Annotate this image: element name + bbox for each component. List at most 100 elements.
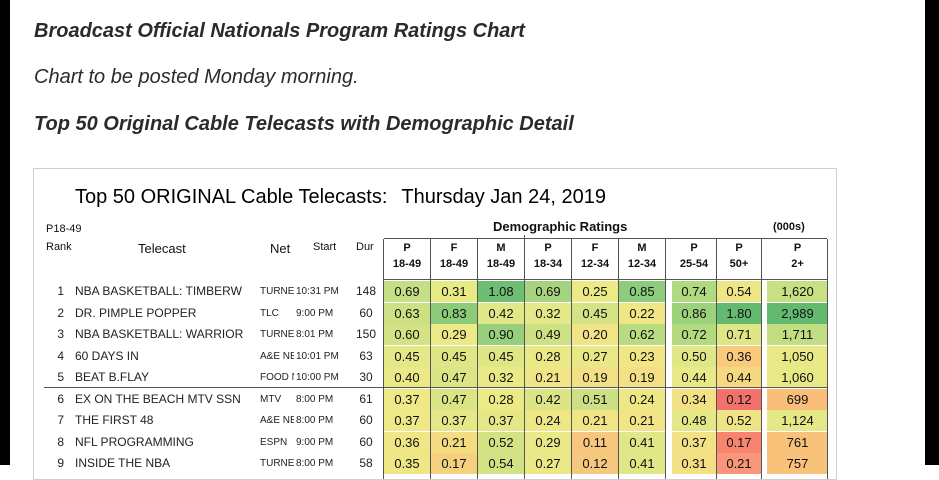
rank-cell: 4 bbox=[57, 348, 64, 363]
chart-title-main: Top 50 ORIGINAL Cable Telecasts: bbox=[75, 186, 388, 208]
column-header-1: P 18-49 bbox=[384, 240, 430, 272]
start-cell: 10:01 PM bbox=[296, 350, 339, 362]
rating-cell: 0.74 bbox=[672, 281, 716, 302]
grid-divider bbox=[618, 239, 619, 479]
rating-cell: 0.21 bbox=[431, 431, 477, 453]
grid-divider bbox=[524, 235, 525, 239]
grid-divider bbox=[827, 239, 828, 479]
table-row[interactable]: 5 BEAT B.FLAY FOOD N10:00 PM 30 0.400.470.32… bbox=[34, 367, 836, 388]
column-header-top: P bbox=[735, 242, 743, 254]
rating-cell: 0.32 bbox=[478, 367, 524, 388]
rating-cell: 1,050 bbox=[767, 345, 828, 367]
telecast-cell: INSIDE THE NBA bbox=[75, 456, 171, 470]
rating-cell: 2,989 bbox=[767, 302, 828, 324]
table-row[interactable]: 4 60 DAYS IN A&E NE 10:01 PM 63 0.45 0.45 0.45 0… bbox=[34, 345, 836, 367]
rating-cell: 1,620 bbox=[767, 281, 828, 302]
duration-cell: 60 bbox=[359, 413, 373, 427]
rating-cell: 0.32 bbox=[525, 302, 571, 324]
net-cell: TURNER bbox=[260, 329, 294, 340]
rating-cell: 0.54 bbox=[717, 281, 761, 302]
rating-cell: 0.31 bbox=[431, 281, 477, 302]
rating-cell: 0.21 bbox=[525, 367, 571, 388]
table-row[interactable]: 2 DR. PIMPLE POPPER TLC 9:00 PM 60 0.63 0.83 0.… bbox=[34, 302, 836, 324]
rating-cell: 0.29 bbox=[431, 324, 477, 345]
table-row[interactable]: 8 NFL PROGRAMMING ESPN 9:00 PM 60 0.36 0.21 0.5… bbox=[34, 431, 836, 453]
column-header-top: P bbox=[544, 242, 552, 254]
column-header-bottom: 2+ bbox=[791, 258, 804, 270]
rating-cell: 0.34 bbox=[672, 388, 716, 410]
net-cell: FOOD N bbox=[260, 372, 294, 383]
rating-cell: 0.41 bbox=[619, 453, 665, 474]
rating-cell: 0.24 bbox=[619, 388, 665, 410]
rating-cell: 0.29 bbox=[525, 431, 571, 453]
duration-cell: 60 bbox=[359, 434, 373, 449]
column-header-bottom: 12-34 bbox=[627, 258, 657, 270]
rating-cell: 0.17 bbox=[717, 431, 761, 453]
chart-title-date: Thursday Jan 24, 2019 bbox=[401, 186, 606, 208]
duration-cell: 60 bbox=[359, 305, 373, 320]
rating-cell: 0.37 bbox=[384, 410, 430, 431]
rating-cell: 0.45 bbox=[572, 302, 618, 324]
rating-cell: 0.83 bbox=[431, 302, 477, 324]
duration-cell: 150 bbox=[355, 327, 377, 341]
table-row[interactable]: 6 EX ON THE BEACH MTV SSN MTV 8:00 PM 61 0.37… bbox=[34, 388, 836, 410]
rating-cell: 0.28 bbox=[525, 345, 571, 367]
grid-divider bbox=[384, 279, 827, 280]
net-header: Net bbox=[270, 241, 291, 256]
rating-cell: 0.23 bbox=[619, 345, 665, 367]
telecast-cell: BEAT B.FLAY bbox=[75, 370, 150, 384]
rating-cell: 0.44 bbox=[717, 367, 761, 388]
telecast-cell: NBA BASKETBALL: WARRIOR bbox=[75, 327, 244, 341]
rating-cell: 0.50 bbox=[672, 345, 716, 367]
column-header-bottom: 25-54 bbox=[679, 258, 709, 270]
rating-cell: 0.85 bbox=[619, 281, 665, 302]
rating-cell: 0.44 bbox=[672, 367, 716, 388]
column-header-6: M 12-34 bbox=[619, 240, 665, 272]
rating-cell: 0.37 bbox=[384, 388, 430, 410]
column-header-bottom: 50+ bbox=[729, 258, 749, 270]
right-frame-bar bbox=[925, 0, 939, 465]
table-row[interactable]: 7 THE FIRST 48 A&E NE 8:00 PM 60 0.37 0.37 0.37… bbox=[34, 410, 836, 431]
net-cell: TURNER bbox=[260, 458, 294, 469]
column-header-2: F 18-49 bbox=[431, 240, 477, 272]
table-row[interactable]: 1 NBA BASKETBALL: TIMBERW TURNER10:31 PM 14… bbox=[34, 281, 836, 302]
telecast-header: Telecast bbox=[138, 241, 186, 256]
column-header-bottom: 18-49 bbox=[439, 258, 469, 270]
column-header-top: P bbox=[793, 242, 802, 254]
start-cell: 9:00 PM bbox=[296, 307, 334, 319]
rating-cell: 0.19 bbox=[619, 367, 665, 388]
telecast-cell: EX ON THE BEACH MTV SSN bbox=[75, 391, 241, 406]
rating-cell: 0.11 bbox=[572, 431, 618, 453]
telecast-cell: NBA BASKETBALL: TIMBERW bbox=[75, 284, 242, 298]
rating-cell: 0.22 bbox=[619, 302, 665, 324]
rating-cell: 0.36 bbox=[384, 431, 430, 453]
rank-header: Rank bbox=[46, 241, 72, 253]
duration-cell: 148 bbox=[355, 284, 377, 298]
rating-cell: 0.60 bbox=[384, 324, 430, 345]
table-row[interactable]: 3 NBA BASKETBALL: WARRIOR TURNER8:01 PM 150… bbox=[34, 324, 836, 345]
telecast-cell: DR. PIMPLE POPPER bbox=[75, 305, 197, 320]
start-cell: 8:00 PM bbox=[296, 393, 334, 405]
rating-cell: 0.69 bbox=[525, 281, 571, 302]
ratings-chart-image[interactable]: Top 50 ORIGINAL Cable Telecasts: Thursday… bbox=[33, 168, 837, 480]
grid-divider bbox=[761, 239, 762, 479]
start-cell: 10:00 PM bbox=[296, 372, 339, 383]
start-header: Start bbox=[313, 241, 337, 253]
rating-cell: 0.45 bbox=[431, 345, 477, 367]
rating-cell: 0.21 bbox=[717, 453, 761, 474]
headline: Broadcast Official Nationals Program Rat… bbox=[34, 20, 525, 42]
rating-cell: 1,060 bbox=[767, 367, 828, 388]
rating-cell: 761 bbox=[767, 431, 828, 453]
rating-cell: 0.90 bbox=[478, 324, 524, 345]
column-header-top: F bbox=[450, 242, 458, 254]
rating-cell: 0.49 bbox=[525, 324, 571, 345]
rating-cell: 0.51 bbox=[572, 388, 618, 410]
rating-cell: 0.47 bbox=[431, 367, 477, 388]
column-header-top: M bbox=[496, 242, 506, 254]
rating-cell: 0.63 bbox=[384, 302, 430, 324]
rank-cell: 7 bbox=[57, 413, 64, 427]
rating-cell: 0.40 bbox=[384, 367, 430, 388]
grid-divider bbox=[383, 239, 384, 479]
p1849-label: P18-49 bbox=[46, 223, 82, 235]
rating-cell: 0.28 bbox=[478, 388, 524, 410]
